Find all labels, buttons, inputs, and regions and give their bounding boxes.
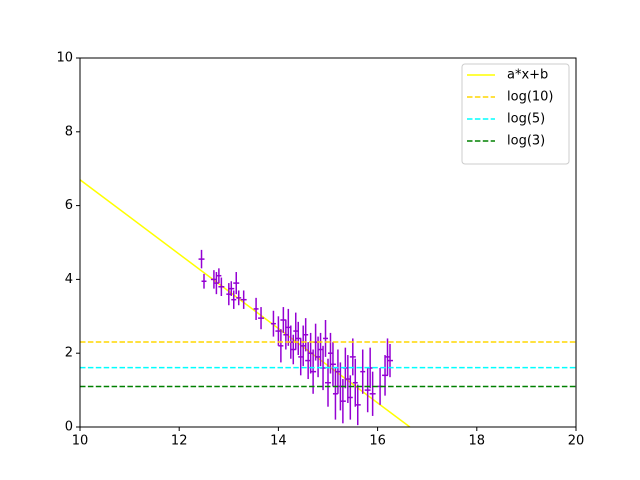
plot-area <box>80 179 576 427</box>
y-tick-label: 0 <box>65 420 73 435</box>
x-tick-label: 20 <box>568 434 585 449</box>
legend-box <box>461 63 570 165</box>
legend-label: a*x+b <box>507 68 548 83</box>
axes: 10 12 14 16 18 20 0 2 4 6 8 10 <box>56 51 584 449</box>
y-tick-label: 6 <box>65 198 73 213</box>
x-tick-label: 10 <box>72 434 89 449</box>
y-tick-label: 8 <box>65 124 73 139</box>
x-tick-label: 16 <box>369 434 386 449</box>
x-tick-label: 12 <box>171 434 188 449</box>
y-tick-label: 2 <box>65 346 73 361</box>
x-tick-label: 14 <box>270 434 287 449</box>
legend-label: log(5) <box>507 112 545 127</box>
legend-label: log(10) <box>507 90 554 105</box>
axes-frame <box>79 57 577 428</box>
legend: a*x+b log(10) log(5) log(3) <box>461 63 570 165</box>
legend-label: log(3) <box>507 134 545 149</box>
y-tick-label: 10 <box>56 51 73 66</box>
y-tick-label: 4 <box>65 272 73 287</box>
x-tick-label: 18 <box>469 434 486 449</box>
